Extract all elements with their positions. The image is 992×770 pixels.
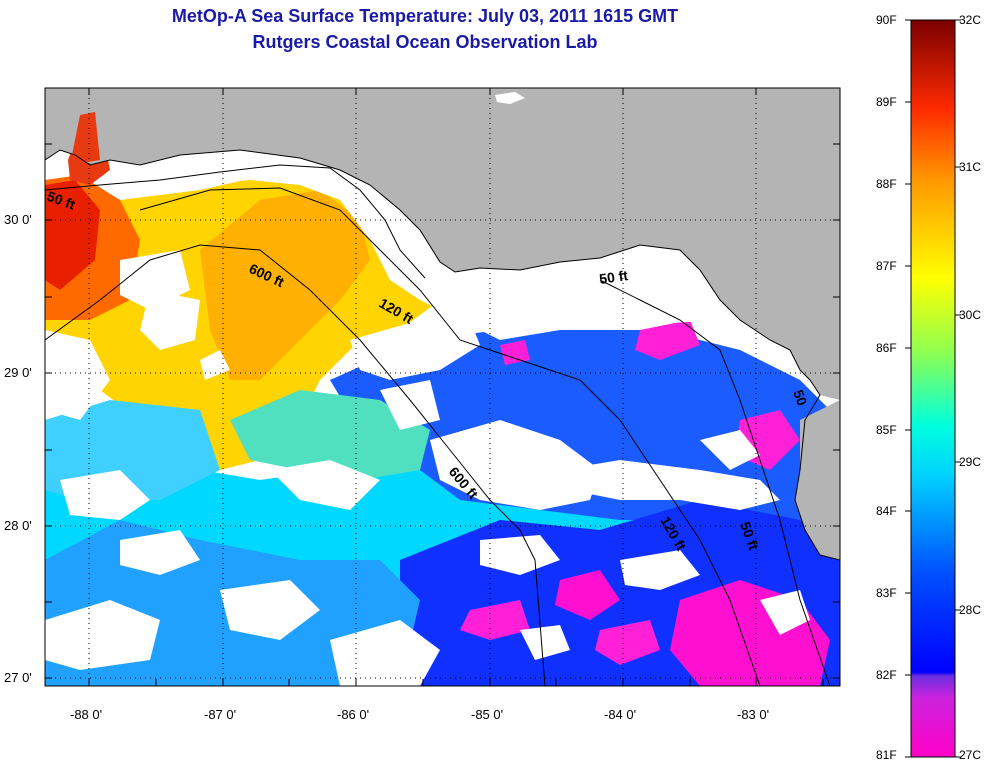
lon-tick-label: -84 0' bbox=[604, 707, 637, 722]
map-subtitle: Rutgers Coastal Ocean Observation Lab bbox=[252, 32, 598, 52]
colorbar-c-label: 32C bbox=[959, 13, 982, 27]
colorbar-f-label: 81F bbox=[876, 748, 897, 762]
colorbar-ticks bbox=[905, 19, 961, 758]
axis-ticks bbox=[45, 88, 840, 686]
map-frame bbox=[44, 87, 841, 687]
colorbar-f-label: 85F bbox=[876, 423, 897, 437]
colorbar-f-label: 89F bbox=[876, 95, 897, 109]
colorbar-c-label: 28C bbox=[959, 603, 982, 617]
lon-tick-label: -87 0' bbox=[204, 707, 237, 722]
lon-tick-label: -83 0' bbox=[737, 707, 770, 722]
colorbar-c-label: 31C bbox=[959, 160, 982, 174]
colorbar-f-label: 88F bbox=[876, 177, 897, 191]
lon-tick-label: -86 0' bbox=[337, 707, 370, 722]
colorbar-c-label: 30C bbox=[959, 308, 982, 322]
colorbar-f-label: 86F bbox=[876, 341, 897, 355]
colorbar-c-label: 29C bbox=[959, 455, 982, 469]
colorbar-f-label: 90F bbox=[876, 13, 897, 27]
land-mass bbox=[45, 88, 840, 400]
colorbar-c-label: 27C bbox=[959, 748, 982, 762]
colorbar-f-label: 83F bbox=[876, 586, 897, 600]
map-title: MetOp-A Sea Surface Temperature: July 03… bbox=[171, 6, 679, 26]
colorbar bbox=[910, 19, 956, 758]
colorbar-f-label: 84F bbox=[876, 504, 897, 518]
contour-label: 50 ft bbox=[598, 267, 629, 287]
sst-raster bbox=[45, 88, 840, 686]
colorbar-f-label: 87F bbox=[876, 259, 897, 273]
lon-tick-label: -85 0' bbox=[471, 707, 504, 722]
lat-tick-label: 30 0' bbox=[4, 212, 32, 227]
lat-tick-label: 29 0' bbox=[4, 365, 32, 380]
bathymetry-contours bbox=[45, 164, 831, 686]
colorbar-f-label: 82F bbox=[876, 668, 897, 682]
contour-label: 50 bbox=[790, 388, 810, 408]
lon-tick-label: -88 0' bbox=[70, 707, 103, 722]
lat-tick-label: 27 0' bbox=[4, 670, 32, 685]
lat-tick-label: 28 0' bbox=[4, 518, 32, 533]
cloud-cover bbox=[45, 250, 810, 686]
